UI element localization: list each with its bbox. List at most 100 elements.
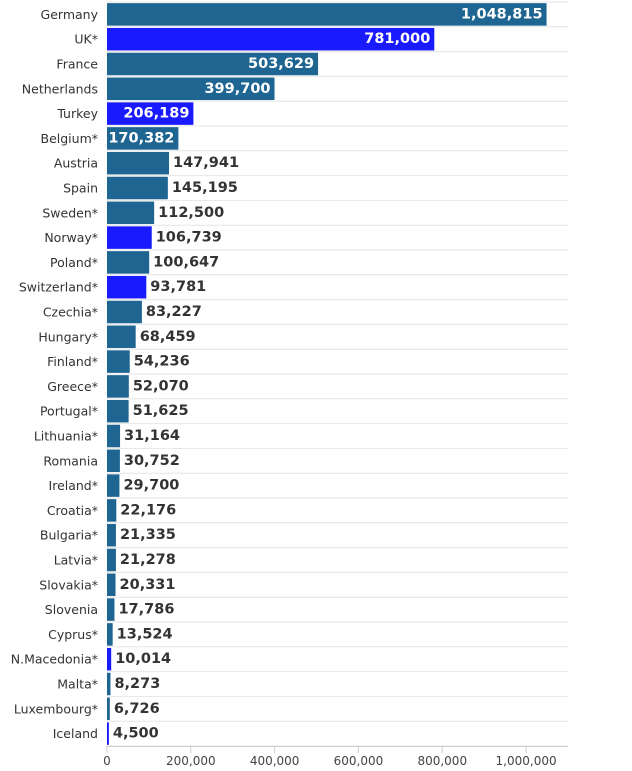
x-tick-label: 200,000	[166, 754, 216, 768]
value-labels: 1,048,815 781,000 503,629 399,700 206,189 170…	[108, 6, 542, 741]
category-label: Portugal*	[40, 404, 98, 419]
bar	[107, 3, 547, 26]
bar	[107, 647, 112, 671]
category-label: Croatia*	[47, 503, 98, 518]
bar	[107, 399, 129, 423]
value-label: 1,048,815	[461, 6, 543, 22]
x-tick-label: 0	[103, 754, 111, 768]
bar	[107, 226, 152, 249]
category-label: Sweden*	[42, 205, 98, 220]
bar	[107, 127, 179, 150]
value-label: 6,726	[114, 701, 160, 717]
grid-lines	[107, 1, 568, 747]
category-label: Slovakia*	[39, 577, 98, 592]
category-label: Turkey	[56, 106, 98, 121]
value-label: 93,781	[150, 279, 206, 295]
bar	[107, 449, 120, 473]
bar	[107, 424, 121, 448]
category-label: Spain	[63, 181, 98, 196]
value-label: 10,014	[115, 651, 171, 667]
bar	[107, 375, 129, 398]
category-label: Latvia*	[54, 553, 98, 568]
value-label: 52,070	[133, 378, 189, 394]
category-label: Romania	[43, 453, 98, 468]
bar	[107, 151, 170, 175]
bar	[107, 77, 275, 101]
category-label: Finland*	[47, 354, 98, 369]
bar	[107, 697, 110, 721]
category-label: Iceland	[53, 726, 98, 741]
category-label: N.Macedonia*	[11, 652, 98, 667]
category-label: Germany	[41, 7, 99, 22]
bar	[107, 474, 120, 497]
value-label: 54,236	[134, 354, 190, 370]
category-label: Luxembourg*	[14, 701, 98, 716]
category-label: Malta*	[57, 677, 98, 692]
bar	[107, 523, 116, 547]
category-label: Switzerland*	[19, 280, 98, 295]
value-label: 29,700	[123, 478, 179, 494]
value-label: 781,000	[364, 31, 430, 47]
bar	[107, 672, 111, 696]
value-label: 20,331	[120, 577, 176, 593]
value-label: 8,273	[114, 676, 160, 692]
value-label: 21,278	[120, 552, 176, 568]
bar	[107, 27, 435, 51]
value-label: 22,176	[120, 502, 176, 518]
bars	[107, 3, 547, 745]
bar	[107, 598, 115, 621]
bar	[107, 499, 117, 522]
bar	[107, 325, 136, 349]
bar	[107, 573, 116, 597]
category-label: UK*	[74, 32, 98, 47]
bar	[107, 102, 194, 125]
value-label: 170,382	[108, 130, 174, 146]
value-label: 30,752	[124, 453, 180, 469]
category-label: France	[56, 57, 98, 72]
value-label: 106,739	[156, 230, 222, 246]
category-label: Ireland*	[49, 478, 98, 493]
bar	[107, 300, 142, 324]
bar	[107, 722, 109, 745]
category-label: Austria	[54, 156, 98, 171]
category-label: Belgium*	[41, 131, 99, 146]
category-labels: Germany UK* France Netherlands Turkey Belgium…	[11, 7, 99, 741]
x-tick-label: 800,000	[417, 754, 467, 768]
bar	[107, 176, 168, 200]
value-label: 68,459	[140, 329, 196, 345]
category-label: Norway*	[44, 230, 98, 245]
value-label: 503,629	[248, 56, 314, 72]
bar	[107, 52, 319, 76]
value-label: 100,647	[153, 254, 219, 270]
value-label: 147,941	[173, 155, 239, 171]
value-label: 206,189	[123, 106, 189, 122]
category-label: Czechia*	[43, 305, 98, 320]
category-label: Cyprus*	[48, 627, 98, 642]
x-axis: 0 200,000 400,000 600,000 800,000 1,000,000	[103, 746, 568, 768]
bar	[107, 275, 147, 299]
category-label: Netherlands	[22, 81, 98, 96]
value-label: 83,227	[146, 304, 202, 320]
category-label: Bulgaria*	[40, 528, 98, 543]
value-label: 145,195	[172, 180, 238, 196]
bar	[107, 251, 150, 274]
value-label: 4,500	[113, 726, 159, 742]
category-label: Hungary*	[38, 329, 98, 344]
value-label: 17,786	[118, 602, 174, 618]
bar	[107, 548, 116, 572]
x-tick-label: 1,000,000	[496, 754, 557, 768]
value-label: 399,700	[204, 81, 270, 97]
bar	[107, 623, 113, 646]
value-label: 21,335	[120, 527, 176, 543]
bar	[107, 350, 130, 373]
x-tick-label: 600,000	[334, 754, 384, 768]
value-label: 13,524	[117, 626, 173, 642]
value-label: 31,164	[124, 428, 180, 444]
category-label: Slovenia	[45, 602, 98, 617]
x-tick-label: 400,000	[250, 754, 300, 768]
category-label: Poland*	[50, 255, 98, 270]
category-label: Lithuania*	[34, 429, 98, 444]
value-label: 51,625	[133, 403, 189, 419]
bar	[107, 201, 155, 225]
